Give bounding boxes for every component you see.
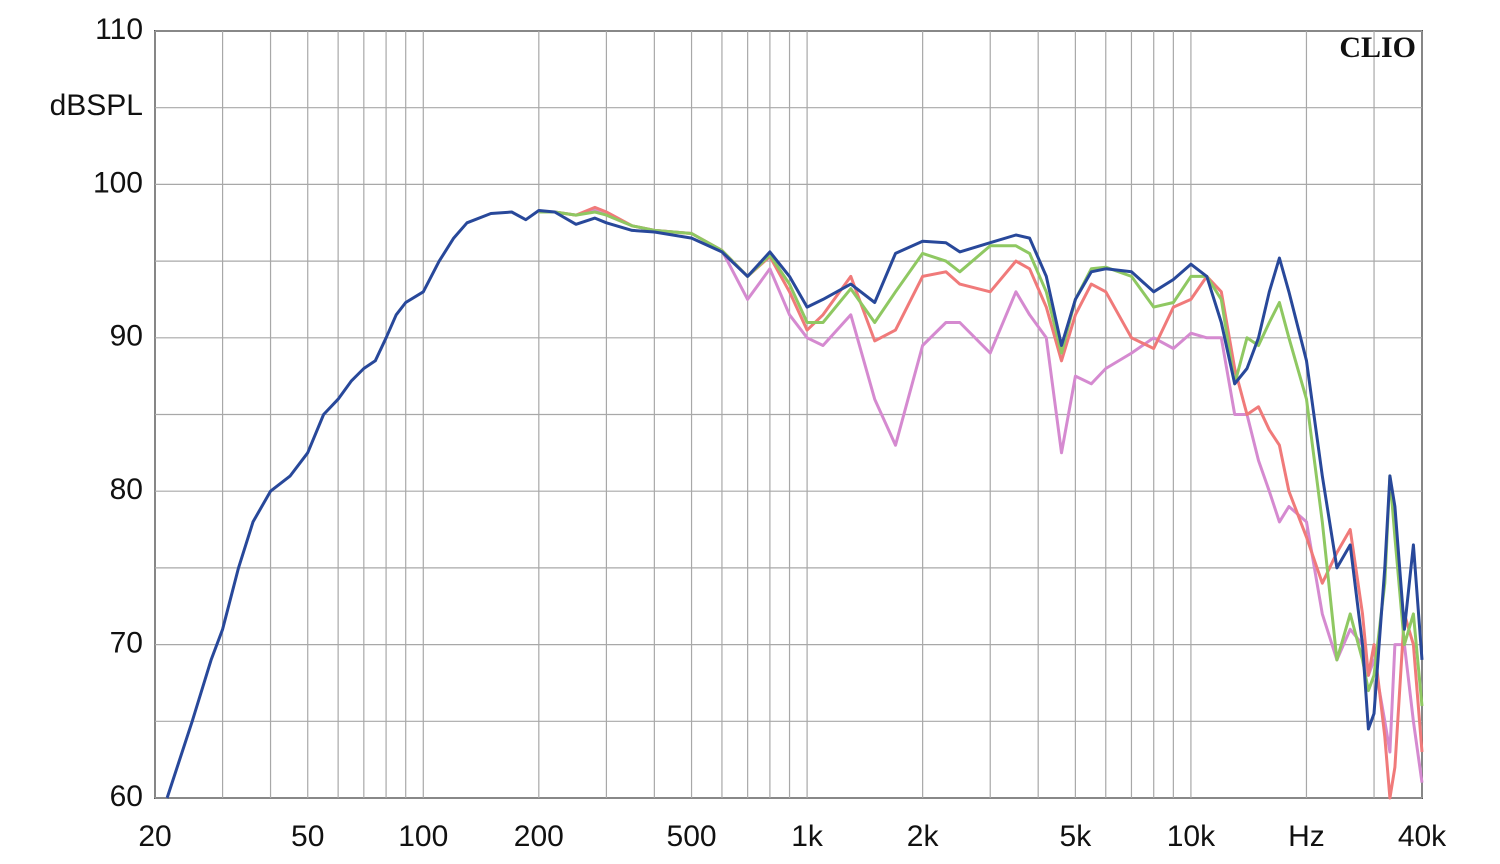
x-tick-label: 200 xyxy=(514,820,564,853)
x-tick-label: 2k xyxy=(907,820,940,853)
x-tick-label: Hz xyxy=(1288,820,1325,853)
y-tick-label: 100 xyxy=(93,166,143,199)
x-tick-label: 100 xyxy=(398,820,448,853)
y-tick-label: 90 xyxy=(110,320,143,353)
x-tick-label: 5k xyxy=(1060,820,1093,853)
x-tick-label: 1k xyxy=(791,820,824,853)
x-tick-label: 20 xyxy=(138,820,171,853)
y-tick-label: 110 xyxy=(95,13,143,46)
y-axis-label: dBSPL xyxy=(50,89,143,122)
x-tick-label: 10k xyxy=(1167,820,1216,853)
y-tick-label: 80 xyxy=(110,473,143,506)
x-tick-label: 500 xyxy=(667,820,717,853)
x-tick-label: 50 xyxy=(291,820,324,853)
series-line xyxy=(165,209,1424,799)
x-tick-label: 40k xyxy=(1398,820,1447,853)
y-tick-label: 70 xyxy=(110,627,143,660)
brand-label: CLIO xyxy=(1339,31,1416,64)
y-tick-label: 60 xyxy=(110,780,143,813)
